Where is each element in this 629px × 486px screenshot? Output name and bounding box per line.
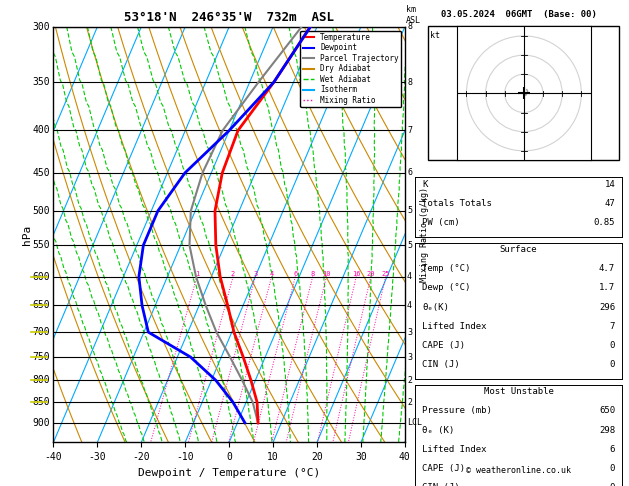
Text: Temp (°C): Temp (°C) [422, 264, 470, 273]
Text: 600: 600 [32, 272, 50, 281]
Text: K: K [422, 179, 427, 189]
Text: 2: 2 [407, 376, 412, 385]
Text: 8: 8 [407, 78, 412, 87]
Text: 4.7: 4.7 [599, 264, 615, 273]
Text: 6: 6 [610, 445, 615, 454]
Text: 47: 47 [604, 199, 615, 208]
Text: 7: 7 [610, 322, 615, 331]
Text: 3: 3 [253, 271, 257, 277]
Text: Most Unstable: Most Unstable [484, 387, 554, 396]
Text: 8: 8 [311, 271, 314, 277]
Text: PW (cm): PW (cm) [422, 218, 460, 227]
Text: 350: 350 [32, 77, 50, 87]
Text: Pressure (mb): Pressure (mb) [422, 406, 492, 416]
Text: Lifted Index: Lifted Index [422, 445, 486, 454]
Text: Lifted Index: Lifted Index [422, 322, 486, 331]
Text: Mixing Ratio (g/kg): Mixing Ratio (g/kg) [420, 187, 429, 282]
Text: 650: 650 [32, 300, 50, 311]
Text: 5: 5 [407, 241, 412, 250]
Text: 6: 6 [293, 271, 298, 277]
Text: θₑ(K): θₑ(K) [422, 303, 448, 312]
Text: 850: 850 [32, 397, 50, 407]
Text: CAPE (J): CAPE (J) [422, 341, 465, 350]
Text: 2: 2 [407, 398, 412, 407]
Text: 0.85: 0.85 [594, 218, 615, 227]
Text: 03.05.2024  06GMT  (Base: 00): 03.05.2024 06GMT (Base: 00) [440, 10, 596, 18]
Text: 16: 16 [352, 271, 360, 277]
Text: 298: 298 [599, 426, 615, 434]
Text: 296: 296 [599, 303, 615, 312]
Text: 8: 8 [407, 22, 412, 31]
Text: 14: 14 [604, 179, 615, 189]
Text: 0: 0 [610, 483, 615, 486]
X-axis label: Dewpoint / Temperature (°C): Dewpoint / Temperature (°C) [138, 468, 320, 478]
Text: 450: 450 [32, 168, 50, 178]
Text: 25: 25 [381, 271, 390, 277]
Text: Totals Totals: Totals Totals [422, 199, 492, 208]
Text: 750: 750 [32, 352, 50, 362]
Text: 6: 6 [407, 168, 412, 177]
Text: 0: 0 [610, 360, 615, 369]
Text: 800: 800 [32, 375, 50, 385]
Text: Dewp (°C): Dewp (°C) [422, 283, 470, 293]
Bar [428, 26, 620, 160]
Text: 5: 5 [407, 207, 412, 215]
Text: 4: 4 [407, 272, 412, 281]
Text: CAPE (J): CAPE (J) [422, 464, 465, 473]
Text: 400: 400 [32, 125, 50, 136]
Text: 1.7: 1.7 [599, 283, 615, 293]
Text: 3: 3 [407, 328, 412, 337]
Text: 0: 0 [610, 464, 615, 473]
Text: LCL: LCL [407, 418, 422, 427]
Text: km
ASL: km ASL [406, 5, 421, 25]
Text: 10: 10 [322, 271, 331, 277]
Text: 650: 650 [599, 406, 615, 416]
Text: hPa: hPa [22, 225, 32, 244]
Text: θₑ (K): θₑ (K) [422, 426, 454, 434]
Text: 500: 500 [32, 206, 50, 216]
Text: 4: 4 [407, 301, 412, 310]
Text: 2: 2 [231, 271, 235, 277]
Legend: Temperature, Dewpoint, Parcel Trajectory, Dry Adiabat, Wet Adiabat, Isotherm, Mi: Temperature, Dewpoint, Parcel Trajectory… [300, 31, 401, 107]
Text: 0: 0 [610, 341, 615, 350]
Text: 700: 700 [32, 327, 50, 337]
Text: CIN (J): CIN (J) [422, 483, 460, 486]
Text: CIN (J): CIN (J) [422, 360, 460, 369]
Text: 4: 4 [269, 271, 274, 277]
Text: Surface: Surface [499, 245, 537, 254]
Text: 900: 900 [32, 418, 50, 428]
Text: 7: 7 [407, 126, 412, 135]
Text: kt: kt [430, 31, 440, 40]
Text: 3: 3 [407, 352, 412, 362]
Text: 20: 20 [367, 271, 375, 277]
Title: 53°18'N  246°35'W  732m  ASL: 53°18'N 246°35'W 732m ASL [124, 11, 334, 24]
Text: 300: 300 [32, 22, 50, 32]
Text: 1: 1 [195, 271, 199, 277]
Text: 550: 550 [32, 240, 50, 250]
Text: © weatheronline.co.uk: © weatheronline.co.uk [466, 467, 571, 475]
